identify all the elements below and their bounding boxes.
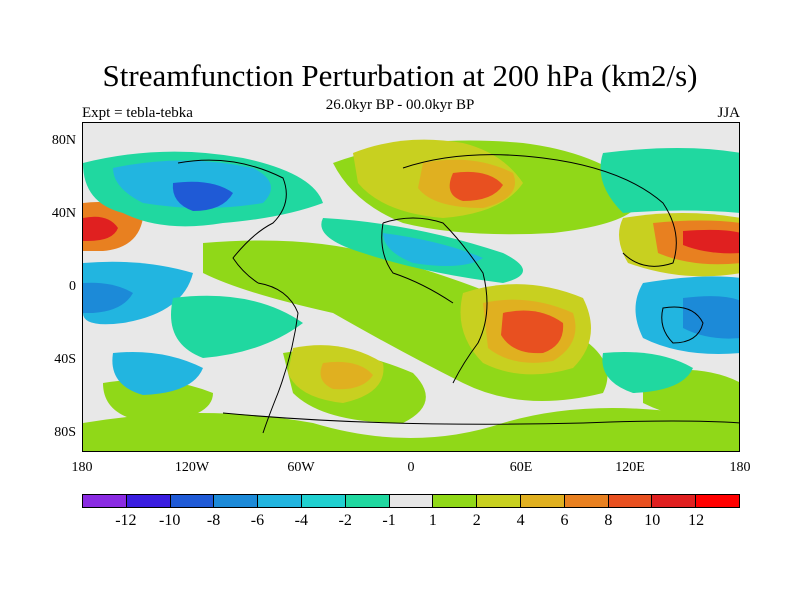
positive-highs xyxy=(83,139,739,403)
colorbar-swatch xyxy=(608,495,653,507)
lon-label-0: 0 xyxy=(407,460,415,475)
colorbar-swatch xyxy=(126,495,171,507)
colorbar-swatch xyxy=(696,495,739,507)
colorbar xyxy=(82,494,740,508)
colorbar-label: -12 xyxy=(115,512,137,529)
colorbar-swatch xyxy=(214,495,259,507)
colorbar-swatch xyxy=(477,495,521,507)
chart-subtitle: 26.0kyr BP - 00.0kyr BP xyxy=(325,97,475,113)
lon-label-180w: 180 xyxy=(71,460,93,475)
colorbar-swatch xyxy=(170,495,215,507)
colorbar-label: 10 xyxy=(644,512,661,529)
colorbar-label: -1 xyxy=(382,512,396,529)
colorbar-swatch xyxy=(433,495,478,507)
lat-label-80s: 80S xyxy=(54,425,76,440)
colorbar-label: 8 xyxy=(604,512,613,529)
experiment-label: Expt = tebla-tebka xyxy=(82,105,193,121)
coastlines xyxy=(177,154,739,434)
colorbar-label: 1 xyxy=(428,512,437,529)
lat-label-40n: 40N xyxy=(51,206,76,221)
map-plot-area xyxy=(82,122,740,452)
season-label: JJA xyxy=(717,105,740,121)
lat-label-40s: 40S xyxy=(54,352,76,367)
colorbar-label: 12 xyxy=(688,512,705,529)
colorbar-swatch xyxy=(520,495,565,507)
colorbar-label: -4 xyxy=(294,512,308,529)
lon-label-60w: 60W xyxy=(287,460,315,475)
lat-label-80n: 80N xyxy=(51,133,76,148)
lat-label-0: 0 xyxy=(69,279,76,294)
map-svg xyxy=(83,139,739,451)
lon-label-120e: 120E xyxy=(615,460,645,475)
colorbar-swatch xyxy=(258,495,302,507)
colorbar-label: 2 xyxy=(472,512,481,529)
colorbar-swatch xyxy=(389,495,434,507)
lon-label-180e: 180 xyxy=(729,460,751,475)
negative-lows xyxy=(83,148,739,395)
colorbar-swatch xyxy=(564,495,609,507)
colorbar-swatch xyxy=(345,495,390,507)
colorbar-label: -6 xyxy=(250,512,265,529)
colorbar-swatch xyxy=(652,495,697,507)
colorbar-label: -2 xyxy=(338,512,352,529)
colorbar-label: 4 xyxy=(516,512,525,529)
colorbar-label: -10 xyxy=(159,512,181,529)
chart-title: Streamfunction Perturbation at 200 hPa (… xyxy=(102,58,698,93)
colorbar-swatch xyxy=(83,495,127,507)
colorbar-label: -8 xyxy=(206,512,221,529)
lon-label-60e: 60E xyxy=(509,460,533,475)
lon-label-120w: 120W xyxy=(174,460,210,475)
colorbar-swatch xyxy=(301,495,346,507)
colorbar-label: 6 xyxy=(560,512,569,529)
